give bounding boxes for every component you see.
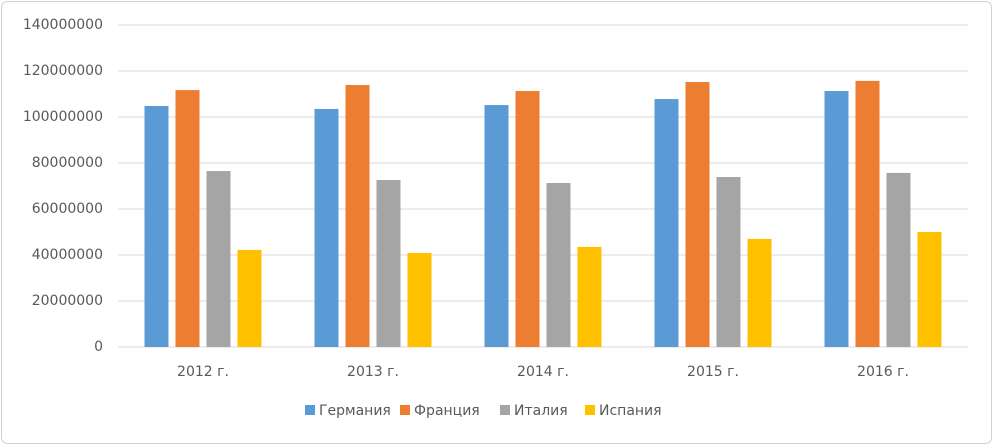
bar <box>654 99 679 347</box>
bar <box>546 183 571 347</box>
bar <box>716 177 741 347</box>
legend-label: Франция <box>414 403 480 419</box>
y-tick-label: 0 <box>94 339 103 355</box>
y-tick-label: 80000000 <box>32 155 103 171</box>
y-tick-label: 140000000 <box>23 17 103 33</box>
bar <box>376 180 401 347</box>
legend-swatch <box>400 405 410 415</box>
legend-swatch <box>585 405 595 415</box>
y-tick-label: 20000000 <box>32 293 103 309</box>
bar <box>685 82 710 347</box>
bar <box>314 108 339 347</box>
bar <box>886 172 911 347</box>
bar <box>484 105 509 347</box>
bar <box>577 246 602 347</box>
bar <box>824 91 849 347</box>
bar <box>747 238 772 347</box>
bar <box>144 105 169 348</box>
bar <box>855 80 880 347</box>
x-tick-label: 2014 г. <box>517 364 569 380</box>
bar <box>515 91 540 347</box>
legend-label: Италия <box>514 403 568 419</box>
x-tick-label: 2013 г. <box>347 364 399 380</box>
bar <box>407 252 432 347</box>
legend-label: Испания <box>599 403 662 419</box>
bar <box>237 249 262 347</box>
bar <box>345 85 370 347</box>
bar <box>175 90 200 347</box>
x-tick-label: 2016 г. <box>857 364 909 380</box>
x-tick-label: 2012 г. <box>177 364 229 380</box>
y-tick-label: 60000000 <box>32 201 103 217</box>
y-tick-label: 120000000 <box>23 63 103 79</box>
legend-label: Германия <box>319 403 391 419</box>
legend-swatch <box>500 405 510 415</box>
y-tick-label: 100000000 <box>23 109 103 125</box>
legend-swatch <box>305 405 315 415</box>
bar <box>917 232 942 347</box>
y-tick-label: 40000000 <box>32 247 103 263</box>
bar <box>206 171 231 347</box>
x-tick-label: 2015 г. <box>687 364 739 380</box>
